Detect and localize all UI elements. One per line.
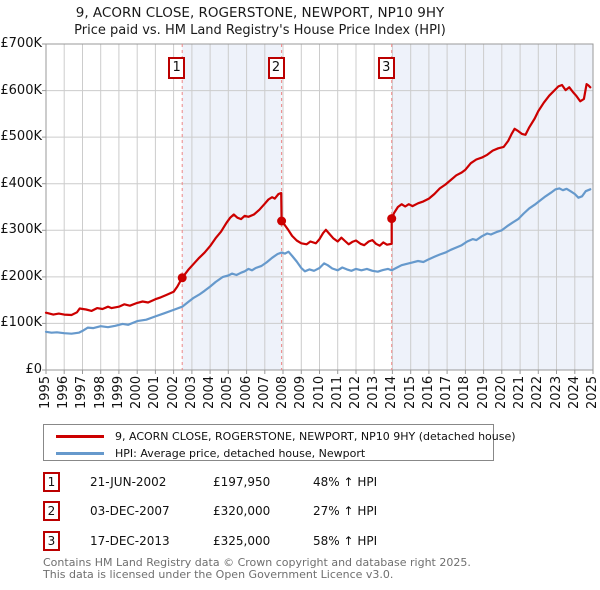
- x-axis-year-label: 2020: [493, 375, 509, 409]
- sale-marker-box-3: 3: [377, 57, 395, 79]
- sale-1-date: 21-JUN-2002: [90, 475, 167, 489]
- x-axis-year-label: 1998: [92, 375, 108, 409]
- y-axis-label: £700K: [0, 36, 42, 51]
- page-subtitle: Price paid vs. HM Land Registry's House …: [74, 23, 446, 38]
- sale-3-price: £325,000: [213, 534, 271, 548]
- sale-3-vs-hpi: 58% ↑ HPI: [313, 534, 378, 548]
- x-axis-year-label: 2015: [402, 375, 418, 409]
- hpi-line-swatch: [56, 452, 104, 455]
- x-axis-year-label: 2000: [129, 375, 145, 409]
- sale-1-vs-hpi: 48% ↑ HPI: [313, 475, 378, 489]
- sale-2-vs-hpi: 27% ↑ HPI: [313, 504, 378, 518]
- sale-1-number-badge: 1: [43, 472, 60, 492]
- x-axis-year-label: 2006: [238, 375, 254, 409]
- y-axis-label: £100K: [0, 315, 42, 331]
- footer-line-2: This data is licensed under the Open Gov…: [43, 567, 394, 581]
- sale-row-1: 1 21-JUN-2002 £197,950 48% ↑ HPI: [0, 472, 600, 494]
- price-chart: [42, 43, 594, 374]
- sale-2-number-badge: 2: [43, 501, 60, 521]
- x-axis-year-label: 2023: [548, 375, 564, 409]
- x-axis-year-label: 2024: [566, 375, 582, 409]
- sale-marker-box-2: 2: [267, 57, 285, 79]
- sale-row-3: 3 17-DEC-2013 £325,000 58% ↑ HPI: [0, 531, 600, 553]
- sale-3-date: 17-DEC-2013: [90, 534, 170, 548]
- ownership-shaded-band: [182, 44, 282, 370]
- x-axis-year-label: 2005: [220, 375, 236, 409]
- plot-border: [45, 43, 594, 371]
- y-axis-label: £600K: [0, 82, 42, 98]
- sale-2-date: 03-DEC-2007: [90, 504, 170, 518]
- legend-label-price-paid: 9, ACORN CLOSE, ROGERSTONE, NEWPORT, NP1…: [115, 430, 516, 443]
- sale-point-dot: [387, 214, 397, 224]
- hpi-series-line: [44, 187, 592, 335]
- x-axis-year-label: 2003: [183, 375, 199, 409]
- legend-row-hpi: HPI: Average price, detached house, Newp…: [44, 445, 493, 462]
- x-axis-year-label: 2008: [275, 375, 291, 409]
- x-axis-year-label: 1995: [38, 375, 53, 409]
- price-paid-line-swatch: [56, 435, 104, 438]
- y-axis-label: £300K: [0, 222, 42, 238]
- legend-row-price-paid: 9, ACORN CLOSE, ROGERSTONE, NEWPORT, NP1…: [44, 428, 516, 445]
- x-axis-year-label: 2002: [165, 375, 181, 409]
- y-axis-label: £400K: [0, 175, 42, 191]
- y-axis-label: £200K: [0, 268, 42, 284]
- x-axis-year-label: 2007: [256, 375, 272, 409]
- sale-2-price: £320,000: [213, 504, 271, 518]
- sale-3-number-badge: 3: [43, 531, 60, 551]
- x-axis-year-label: 2004: [202, 375, 218, 409]
- x-axis-year-label: 2021: [512, 375, 528, 409]
- x-axis-year-label: 2014: [384, 375, 400, 409]
- page-title: 9, ACORN CLOSE, ROGERSTONE, NEWPORT, NP1…: [75, 5, 445, 21]
- chart-legend: 9, ACORN CLOSE, ROGERSTONE, NEWPORT, NP1…: [43, 424, 516, 462]
- sale-row-2: 2 03-DEC-2007 £320,000 27% ↑ HPI: [0, 501, 600, 523]
- x-axis-year-label: 2025: [585, 375, 600, 409]
- license-footer: Contains HM Land Registry data © Crown c…: [43, 557, 471, 580]
- x-axis-year-label: 1997: [74, 375, 90, 409]
- x-axis-year-label: 2010: [311, 375, 327, 409]
- x-axis-year-label: 2011: [329, 375, 345, 409]
- ownership-shaded-band: [391, 44, 593, 370]
- x-axis-year-label: 2001: [147, 375, 163, 409]
- x-axis-year-label: 2016: [420, 375, 436, 409]
- legend-label-hpi: HPI: Average price, detached house, Newp…: [115, 447, 366, 460]
- sale-marker-box-1: 1: [168, 57, 186, 79]
- sale-point-dot: [177, 273, 187, 283]
- sale-point-dot: [277, 216, 287, 226]
- x-axis-year-label: 2013: [366, 375, 382, 409]
- x-axis-year-label: 1999: [110, 375, 126, 409]
- footer-line-1: Contains HM Land Registry data © Crown c…: [43, 556, 471, 569]
- x-axis-year-label: 2018: [457, 375, 473, 409]
- x-axis-year-label: 2022: [530, 375, 546, 409]
- x-axis-year-label: 2017: [439, 375, 455, 409]
- x-axis-year-label: 2012: [347, 375, 363, 409]
- y-axis-label: £0: [25, 362, 42, 377]
- y-axis-label: £500K: [0, 129, 42, 145]
- sale-1-price: £197,950: [213, 475, 271, 489]
- x-axis-year-label: 2019: [475, 375, 491, 409]
- x-axis-year-label: 2009: [293, 375, 309, 409]
- x-axis-year-label: 1996: [56, 375, 72, 409]
- price-paid-series-line: [44, 82, 592, 317]
